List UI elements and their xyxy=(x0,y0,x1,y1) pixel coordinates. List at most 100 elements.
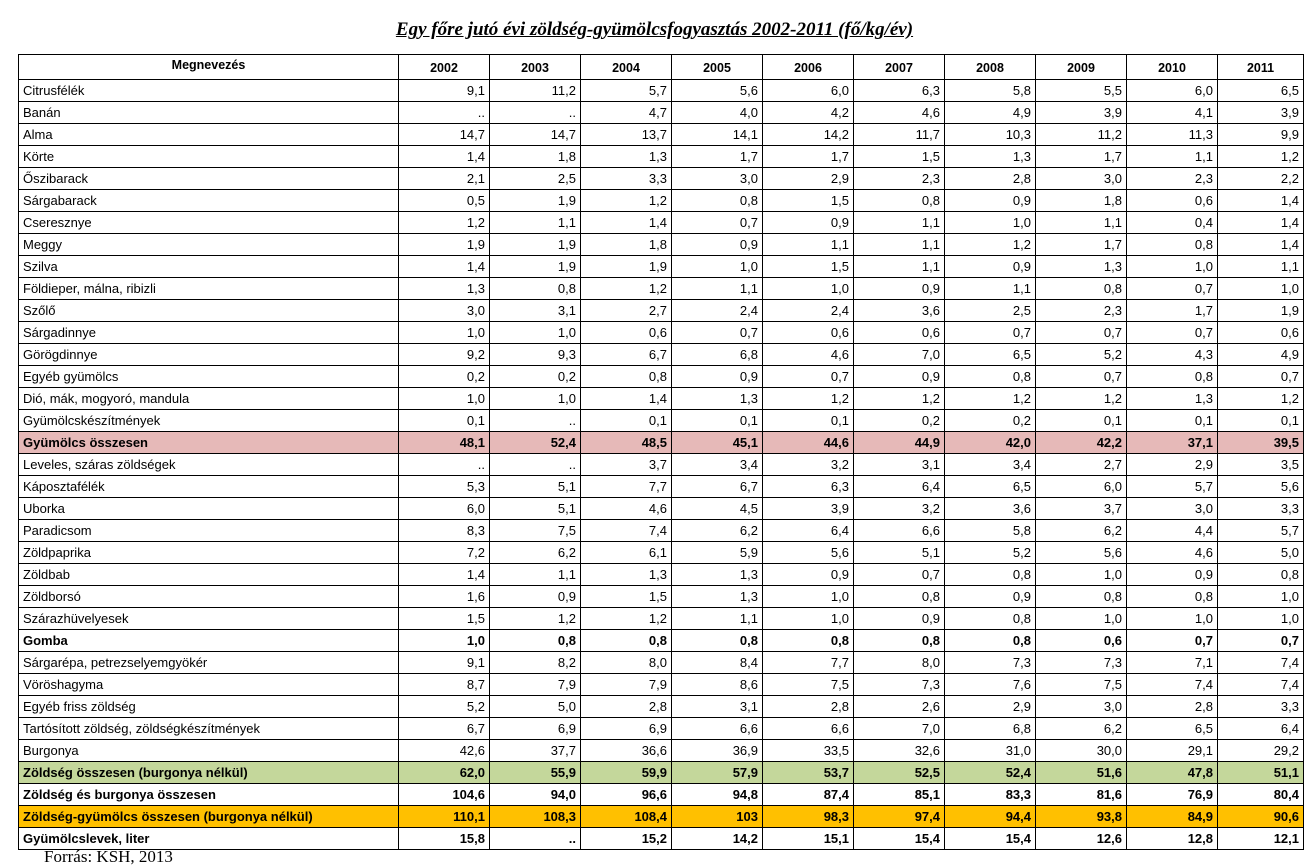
value-cell: 0,6 xyxy=(580,321,672,344)
value-cell: 0,9 xyxy=(853,365,945,388)
row-label: Körte xyxy=(18,145,399,168)
value-cell: 1,0 xyxy=(398,321,490,344)
value-cell: 0,1 xyxy=(1217,409,1304,432)
value-cell: 7,9 xyxy=(580,673,672,696)
value-cell: 11,2 xyxy=(489,79,581,102)
table-row: Szárazhüvelyesek 1,5 1,2 1,2 1,1 1,0 0,9 0,8 1,0… xyxy=(18,607,1304,630)
table-row: Zöldpaprika 7,2 6,2 6,1 5,9 5,6 5,1 5,2 5,6 4,6 5,… xyxy=(18,541,1304,564)
value-cell: 1,4 xyxy=(1217,189,1304,212)
value-cell: 6,7 xyxy=(398,717,490,740)
value-cell: 5,3 xyxy=(398,475,490,498)
value-cell: 85,1 xyxy=(853,783,945,806)
value-cell: 47,8 xyxy=(1126,761,1218,784)
value-cell: 55,9 xyxy=(489,761,581,784)
value-cell: .. xyxy=(489,827,581,850)
value-cell: 1,5 xyxy=(398,607,490,630)
row-label: Görögdinnye xyxy=(18,343,399,366)
value-cell: 3,0 xyxy=(1035,167,1127,190)
value-cell: 5,0 xyxy=(489,695,581,718)
value-cell: 1,0 xyxy=(762,585,854,608)
value-cell: 96,6 xyxy=(580,783,672,806)
table-row: Tartósított zöldség, zöldségkészítmények… xyxy=(18,717,1304,740)
value-cell: 94,8 xyxy=(671,783,763,806)
row-label: Zöldpaprika xyxy=(18,541,399,564)
value-cell: 0,8 xyxy=(1126,233,1218,256)
value-cell: 42,0 xyxy=(944,431,1036,454)
value-cell: 1,7 xyxy=(1126,299,1218,322)
value-cell: 0,1 xyxy=(398,409,490,432)
value-cell: 13,7 xyxy=(580,123,672,146)
value-cell: 1,1 xyxy=(489,211,581,234)
value-cell: 0,8 xyxy=(671,189,763,212)
value-cell: 4,9 xyxy=(944,101,1036,124)
value-cell: 7,5 xyxy=(1035,673,1127,696)
value-cell: 0,7 xyxy=(1217,629,1304,652)
column-header-year: 2004 xyxy=(580,54,672,80)
value-cell: 5,7 xyxy=(1217,519,1304,542)
value-cell: 87,4 xyxy=(762,783,854,806)
row-label: Földieper, málna, ribizli xyxy=(18,277,399,300)
value-cell: 5,1 xyxy=(853,541,945,564)
value-cell: 1,2 xyxy=(398,211,490,234)
value-cell: 2,8 xyxy=(944,167,1036,190)
value-cell: 1,1 xyxy=(944,277,1036,300)
value-cell: 0,9 xyxy=(853,607,945,630)
value-cell: 6,4 xyxy=(762,519,854,542)
value-cell: 5,6 xyxy=(762,541,854,564)
table-header: Megnevezés 2002 2003 2004 2005 2006 2007 2008 20… xyxy=(18,54,1304,80)
value-cell: 0,8 xyxy=(944,629,1036,652)
value-cell: 0,2 xyxy=(489,365,581,388)
table-row: Görögdinnye 9,2 9,3 6,7 6,8 4,6 7,0 6,5 5,2 4,3 4,… xyxy=(18,343,1304,366)
value-cell: 3,0 xyxy=(1126,497,1218,520)
value-cell: 6,5 xyxy=(944,475,1036,498)
row-label: Zöldség és burgonya összesen xyxy=(18,783,399,806)
value-cell: 6,2 xyxy=(671,519,763,542)
row-label: Leveles, száras zöldségek xyxy=(18,453,399,476)
table-row: Sárgadinnye 1,0 1,0 0,6 0,7 0,6 0,6 0,7 0,7 0,7 0,… xyxy=(18,321,1304,344)
row-label: Banán xyxy=(18,101,399,124)
value-cell: 2,9 xyxy=(1126,453,1218,476)
value-cell: 81,6 xyxy=(1035,783,1127,806)
value-cell: 7,2 xyxy=(398,541,490,564)
value-cell: 32,6 xyxy=(853,739,945,762)
value-cell: 1,0 xyxy=(1035,563,1127,586)
value-cell: 15,4 xyxy=(944,827,1036,850)
value-cell: 4,5 xyxy=(671,497,763,520)
value-cell: 6,5 xyxy=(1217,79,1304,102)
row-label: Gyümölcs összesen xyxy=(18,431,399,454)
value-cell: 53,7 xyxy=(762,761,854,784)
value-cell: 0,9 xyxy=(944,255,1036,278)
value-cell: 15,8 xyxy=(398,827,490,850)
row-label: Sárgabarack xyxy=(18,189,399,212)
table-row: Gyümölcs összesen 48,1 52,4 48,5 45,1 44,6 44,… xyxy=(18,431,1304,454)
value-cell: 0,7 xyxy=(1035,365,1127,388)
value-cell: 4,6 xyxy=(762,343,854,366)
value-cell: 94,0 xyxy=(489,783,581,806)
row-label: Tartósított zöldség, zöldségkészítmények xyxy=(18,717,399,740)
table-row: Zöldség összesen (burgonya nélkül) 62,0 55… xyxy=(18,761,1304,784)
value-cell: 9,9 xyxy=(1217,123,1304,146)
value-cell: 108,3 xyxy=(489,805,581,828)
value-cell: 4,9 xyxy=(1217,343,1304,366)
value-cell: 0,9 xyxy=(762,563,854,586)
value-cell: 2,7 xyxy=(1035,453,1127,476)
value-cell: 2,6 xyxy=(853,695,945,718)
value-cell: 0,9 xyxy=(853,277,945,300)
value-cell: 83,3 xyxy=(944,783,1036,806)
value-cell: 1,1 xyxy=(853,233,945,256)
value-cell: 4,2 xyxy=(762,101,854,124)
value-cell: 1,1 xyxy=(671,607,763,630)
value-cell: 1,0 xyxy=(398,629,490,652)
value-cell: 6,8 xyxy=(671,343,763,366)
value-cell: 8,0 xyxy=(580,651,672,674)
value-cell: 4,0 xyxy=(671,101,763,124)
table-row: Uborka 6,0 5,1 4,6 4,5 3,9 3,2 3,6 3,7 3,0 3,3 xyxy=(18,497,1304,520)
value-cell: 48,5 xyxy=(580,431,672,454)
value-cell: 0,9 xyxy=(1126,563,1218,586)
value-cell: 1,7 xyxy=(1035,145,1127,168)
value-cell: 7,5 xyxy=(762,673,854,696)
table-row: Burgonya 42,6 37,7 36,6 36,9 33,5 32,6 31,0 30,0… xyxy=(18,739,1304,762)
value-cell: 1,0 xyxy=(489,321,581,344)
value-cell: 9,3 xyxy=(489,343,581,366)
value-cell: 5,2 xyxy=(398,695,490,718)
